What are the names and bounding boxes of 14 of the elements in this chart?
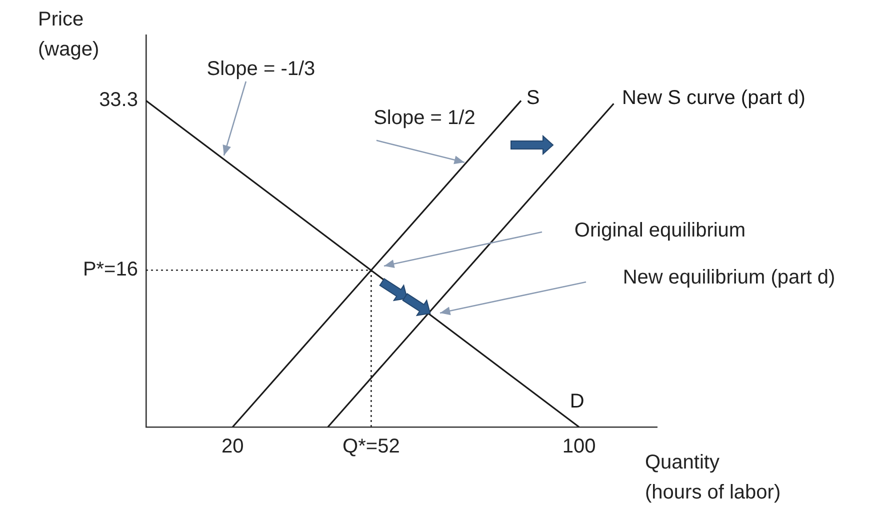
x-axis-title: Quantity (hours of labor)	[645, 452, 781, 504]
x-tick-label: 100	[562, 436, 596, 458]
x-tick-label: Q*=52	[342, 436, 400, 458]
y-axis-title: Price (wage)	[38, 8, 100, 61]
y-tick-label: P*=16	[82, 258, 138, 281]
series-label: S	[526, 87, 540, 110]
annotation: New equilibrium (part d)	[622, 266, 836, 289]
annotation: Slope = -1/3	[206, 58, 316, 80]
x-tick-label: 20	[221, 436, 244, 458]
annotation: Original equilibrium	[574, 220, 746, 242]
annotation: Slope = 1/2	[374, 106, 476, 129]
y-tick-label: 33.3	[99, 89, 138, 112]
series-label: New S curve (part d)	[622, 87, 806, 110]
series-label: D	[570, 390, 584, 413]
